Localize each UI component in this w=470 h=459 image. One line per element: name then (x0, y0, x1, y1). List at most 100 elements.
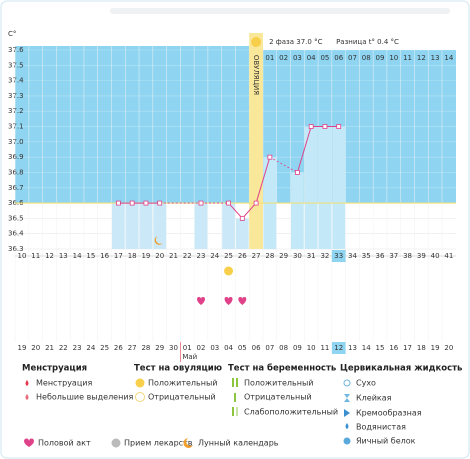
icon-bar (232, 378, 234, 387)
scrollbar[interactable] (110, 8, 450, 14)
phase2-day: 09 (376, 54, 385, 62)
day-label: 30 (293, 252, 302, 260)
intercourse-heart (238, 297, 247, 305)
sun-icon (251, 37, 262, 47)
phase2-day: 13 (431, 54, 440, 62)
temp-bar (153, 203, 167, 249)
day-label: 10 (18, 252, 27, 260)
y-tick-label: 36.7 (8, 184, 24, 192)
legend-item: Сухо (356, 379, 376, 388)
date-label: 10 (307, 344, 316, 352)
icon-bar (236, 407, 238, 416)
temp-bar (112, 203, 125, 249)
date-label: 14 (362, 344, 371, 352)
temp-bar (222, 203, 235, 249)
y-tick-label: 37.2 (8, 107, 24, 115)
day-label: 15 (86, 252, 95, 260)
icon (344, 409, 350, 417)
y-tick-label: 36.8 (8, 168, 24, 176)
day-label: 11 (31, 252, 40, 260)
y-tick-label: 37.4 (8, 77, 24, 85)
icon-moon (183, 438, 193, 448)
temp-bar (194, 203, 208, 249)
icon-drop (25, 394, 29, 400)
legend-item: Кремообразная (356, 409, 422, 418)
date-label: 01 (183, 344, 192, 352)
day-label: 14 (73, 252, 82, 260)
date-label: 19 (18, 344, 27, 352)
y-tick-label: 37.5 (8, 61, 24, 69)
legend-item: Яичный белок (356, 437, 416, 446)
ovulation-column (249, 33, 263, 249)
temp-bar (125, 203, 139, 249)
y-tick-label: 36.3 (8, 245, 24, 253)
legend-item: Положительный (148, 379, 217, 388)
legend-item: Небольшие выделения (36, 393, 134, 402)
day-label: 12 (45, 252, 54, 260)
phase2-day: 11 (403, 54, 412, 62)
temp-point (157, 200, 163, 206)
phase2-day: 12 (417, 54, 426, 62)
icon-circle (135, 378, 145, 388)
temp-point (308, 124, 314, 129)
icon-bar (234, 393, 236, 402)
legend-item: Половой акт (38, 439, 91, 448)
day-label: 29 (279, 252, 288, 260)
plot: 36.336.436.536.636.736.836.937.037.137.2… (8, 33, 456, 362)
temp-point (322, 124, 328, 129)
temp-point (129, 200, 135, 206)
legend-title: Тест на овуляцию (134, 364, 222, 374)
date-label: 20 (31, 344, 40, 352)
temp-point (239, 215, 245, 221)
phase2-difference: Разница t° 0.4 °C (336, 38, 399, 46)
icon-bar (236, 378, 238, 387)
phase2-box (262, 33, 456, 50)
phase2-day: 06 (334, 54, 343, 62)
day-label: 40 (431, 252, 440, 260)
legend-title: Цервикальная жидкость (340, 364, 462, 374)
day-label: 19 (141, 252, 150, 260)
phase2-day: 02 (279, 54, 288, 62)
day-label: 25 (224, 252, 233, 260)
date-label: 06 (252, 344, 261, 352)
temp-line (296, 126, 339, 173)
day-label: 13 (59, 252, 68, 260)
phase2-day: 08 (362, 54, 371, 62)
y-tick-label: 37.1 (8, 123, 24, 131)
date-label: 29 (155, 344, 164, 352)
date-label: 03 (210, 344, 219, 352)
temp-point (226, 200, 231, 206)
date-label: 26 (114, 344, 123, 352)
highlight-day (331, 250, 346, 262)
icon (343, 379, 351, 387)
icon-heart (24, 438, 34, 447)
temp-line (228, 157, 271, 220)
day-label: 36 (376, 252, 385, 260)
day-label: 32 (320, 252, 329, 260)
y-tick-label: 36.9 (8, 153, 24, 161)
date-label: 12 (334, 344, 343, 352)
date-label: 23 (73, 344, 82, 352)
legend-item: Отрицательный (244, 393, 312, 402)
icon-drop (25, 380, 29, 386)
phase2-day: 07 (348, 54, 357, 62)
legend-title: Тест на беременность (228, 363, 336, 374)
legend-item: Лунный календарь (198, 439, 279, 448)
temp-bar (139, 203, 153, 249)
phase2-day: 01 (265, 54, 274, 62)
day-label: 24 (210, 252, 219, 260)
legend-item: Водянистая (356, 423, 406, 432)
date-label: 04 (224, 344, 233, 352)
date-label: 27 (128, 344, 137, 352)
y-unit: C° (8, 30, 16, 38)
icon (344, 394, 350, 402)
date-label: 11 (320, 344, 329, 352)
temp-point (336, 124, 342, 129)
day-label: 33 (334, 252, 343, 260)
date-label: 24 (86, 344, 95, 352)
day-label: 34 (348, 252, 357, 260)
phase2-day: 10 (389, 54, 398, 62)
y-tick-label: 37.0 (8, 138, 24, 146)
day-label: 31 (307, 252, 316, 260)
date-label: 18 (417, 344, 426, 352)
